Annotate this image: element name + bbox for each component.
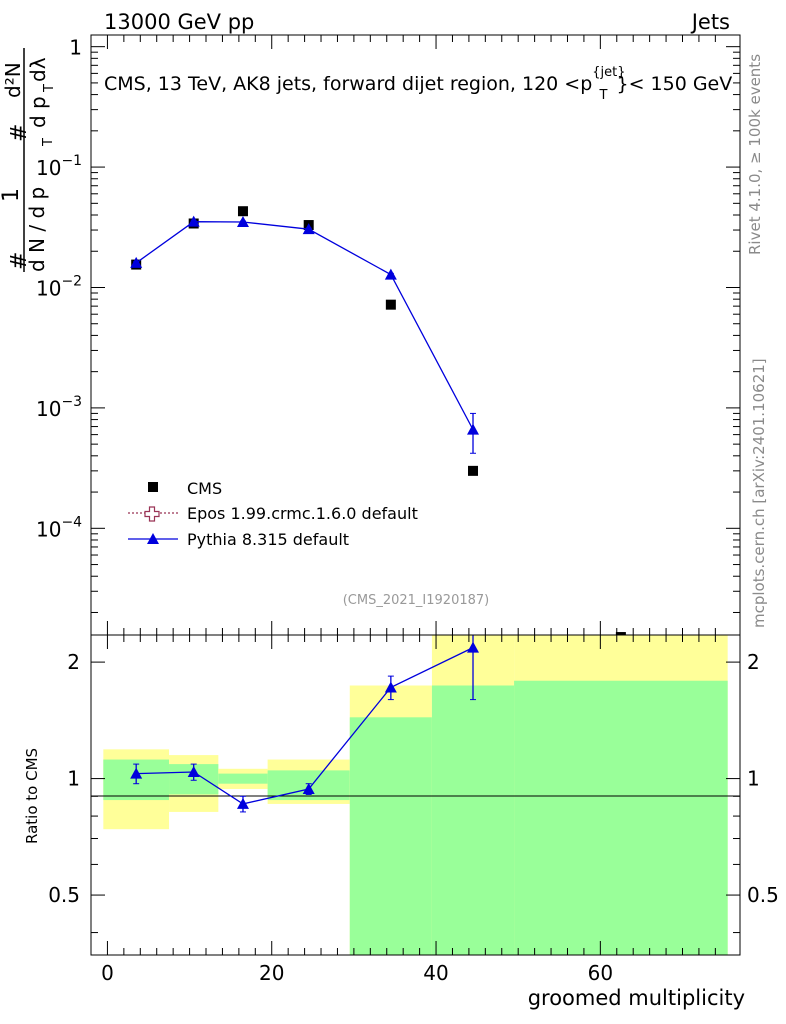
ratio-pythia-point [384, 681, 397, 693]
ratio-y-tick-label-left: 0.5 [48, 883, 80, 907]
legend-marker-cms [148, 482, 158, 492]
x-tick-label: 0 [101, 961, 114, 985]
legend-label-cms: CMS [187, 479, 222, 498]
cms-data-point [615, 632, 626, 635]
pythia-data-point [236, 215, 249, 227]
legend-label-pythia: Pythia 8.315 default [187, 530, 349, 549]
pythia-data-point [302, 223, 315, 235]
plot-title: CMS, 13 TeV, AK8 jets, forward dijet reg… [104, 65, 732, 103]
ratio-y-ticks: 0.5 0.5 1 1 2 2 [48, 650, 779, 934]
legend: CMS Epos 1.99.crmc.1.6.0 default Pythia … [128, 479, 418, 549]
main-x-ticks [106, 35, 716, 635]
main-y-tick-label: 10−1 [36, 153, 82, 180]
ylabel-dN-sub: T [41, 138, 56, 147]
ratio-frame [90, 634, 741, 956]
process-label: 13000 GeV pp [104, 10, 254, 34]
side-label-rivet: Rivet 4.1.0, ≥ 100k events [746, 54, 764, 255]
ratio-x-ticks: 0 20 40 60 [101, 635, 716, 985]
stat-uncertainty-band [349, 717, 432, 955]
cms-data-point [237, 206, 248, 217]
x-tick-label: 60 [588, 961, 613, 985]
legend-label-epos: Epos 1.99.crmc.1.6.0 default [187, 504, 418, 523]
ylabel-dlambda: dλ [26, 57, 50, 82]
x-tick-label: 40 [423, 961, 448, 985]
legend-marker-pythia [147, 533, 159, 544]
stat-uncertainty-band [514, 680, 728, 955]
side-label-site: mcplots.cern.ch [arXiv:2401.10621] [750, 358, 768, 628]
ylabel-hash-2: # [7, 124, 32, 142]
main-y-tick-label: 10−3 [36, 394, 82, 421]
main-y-tick-label: 10−2 [36, 273, 82, 300]
pythia-data-point [384, 268, 397, 280]
pythia-line [135, 221, 474, 430]
ylabel-hash-1: # [7, 252, 32, 270]
main-y-ticks: 1 10−1 10−2 10−3 10−4 [36, 36, 740, 613]
ratio-y-tick-label-left: 2 [67, 650, 80, 674]
ratio-y-axis-label: Ratio to CMS [23, 748, 41, 844]
ratio-y-tick-label-right: 2 [747, 650, 760, 674]
ratio-pythia-point [130, 767, 143, 779]
stat-uncertainty-band [218, 773, 268, 784]
main-y-tick-label: 10−4 [36, 514, 82, 541]
plot-id-label: (CMS_2021_I1920187) [343, 593, 490, 608]
ratio-y-tick-label-right: 0.5 [747, 883, 779, 907]
ratio-y-tick-label-left: 1 [67, 767, 80, 791]
ratio-pythia-point [236, 797, 249, 809]
main-series [130, 206, 626, 635]
ylabel-dN: d N / d p [25, 187, 49, 272]
x-axis-label: groomed multiplicity [528, 986, 745, 1010]
stat-uncertainty-band [431, 685, 515, 955]
ratio-pythia-point [302, 782, 315, 794]
pythia-data-point [187, 215, 200, 227]
main-y-axis-label: # d N / d p T 1 # d²N d p T dλ [0, 48, 57, 272]
cms-data-point [385, 299, 396, 310]
ratio-pythia-line [136, 647, 474, 805]
ylabel-dpT-sub: T [42, 84, 57, 93]
ratio-pythia-point [467, 641, 480, 653]
ratio-series [130, 634, 480, 813]
ylabel-d2N: d²N [1, 62, 25, 98]
pythia-data-point [467, 423, 480, 435]
category-label: Jets [690, 10, 730, 34]
x-tick-label: 20 [259, 961, 284, 985]
ylabel-one: 1 [0, 188, 24, 202]
ratio-pythia-point [187, 765, 200, 777]
cms-data-point [468, 465, 479, 476]
ratio-bands [103, 635, 728, 955]
ylabel-dpT: d p [26, 96, 50, 128]
main-y-tick-label: 1 [69, 36, 82, 60]
pythia-data-point [130, 256, 143, 268]
legend-marker-epos [144, 506, 160, 522]
ratio-y-tick-label-right: 1 [747, 767, 760, 791]
